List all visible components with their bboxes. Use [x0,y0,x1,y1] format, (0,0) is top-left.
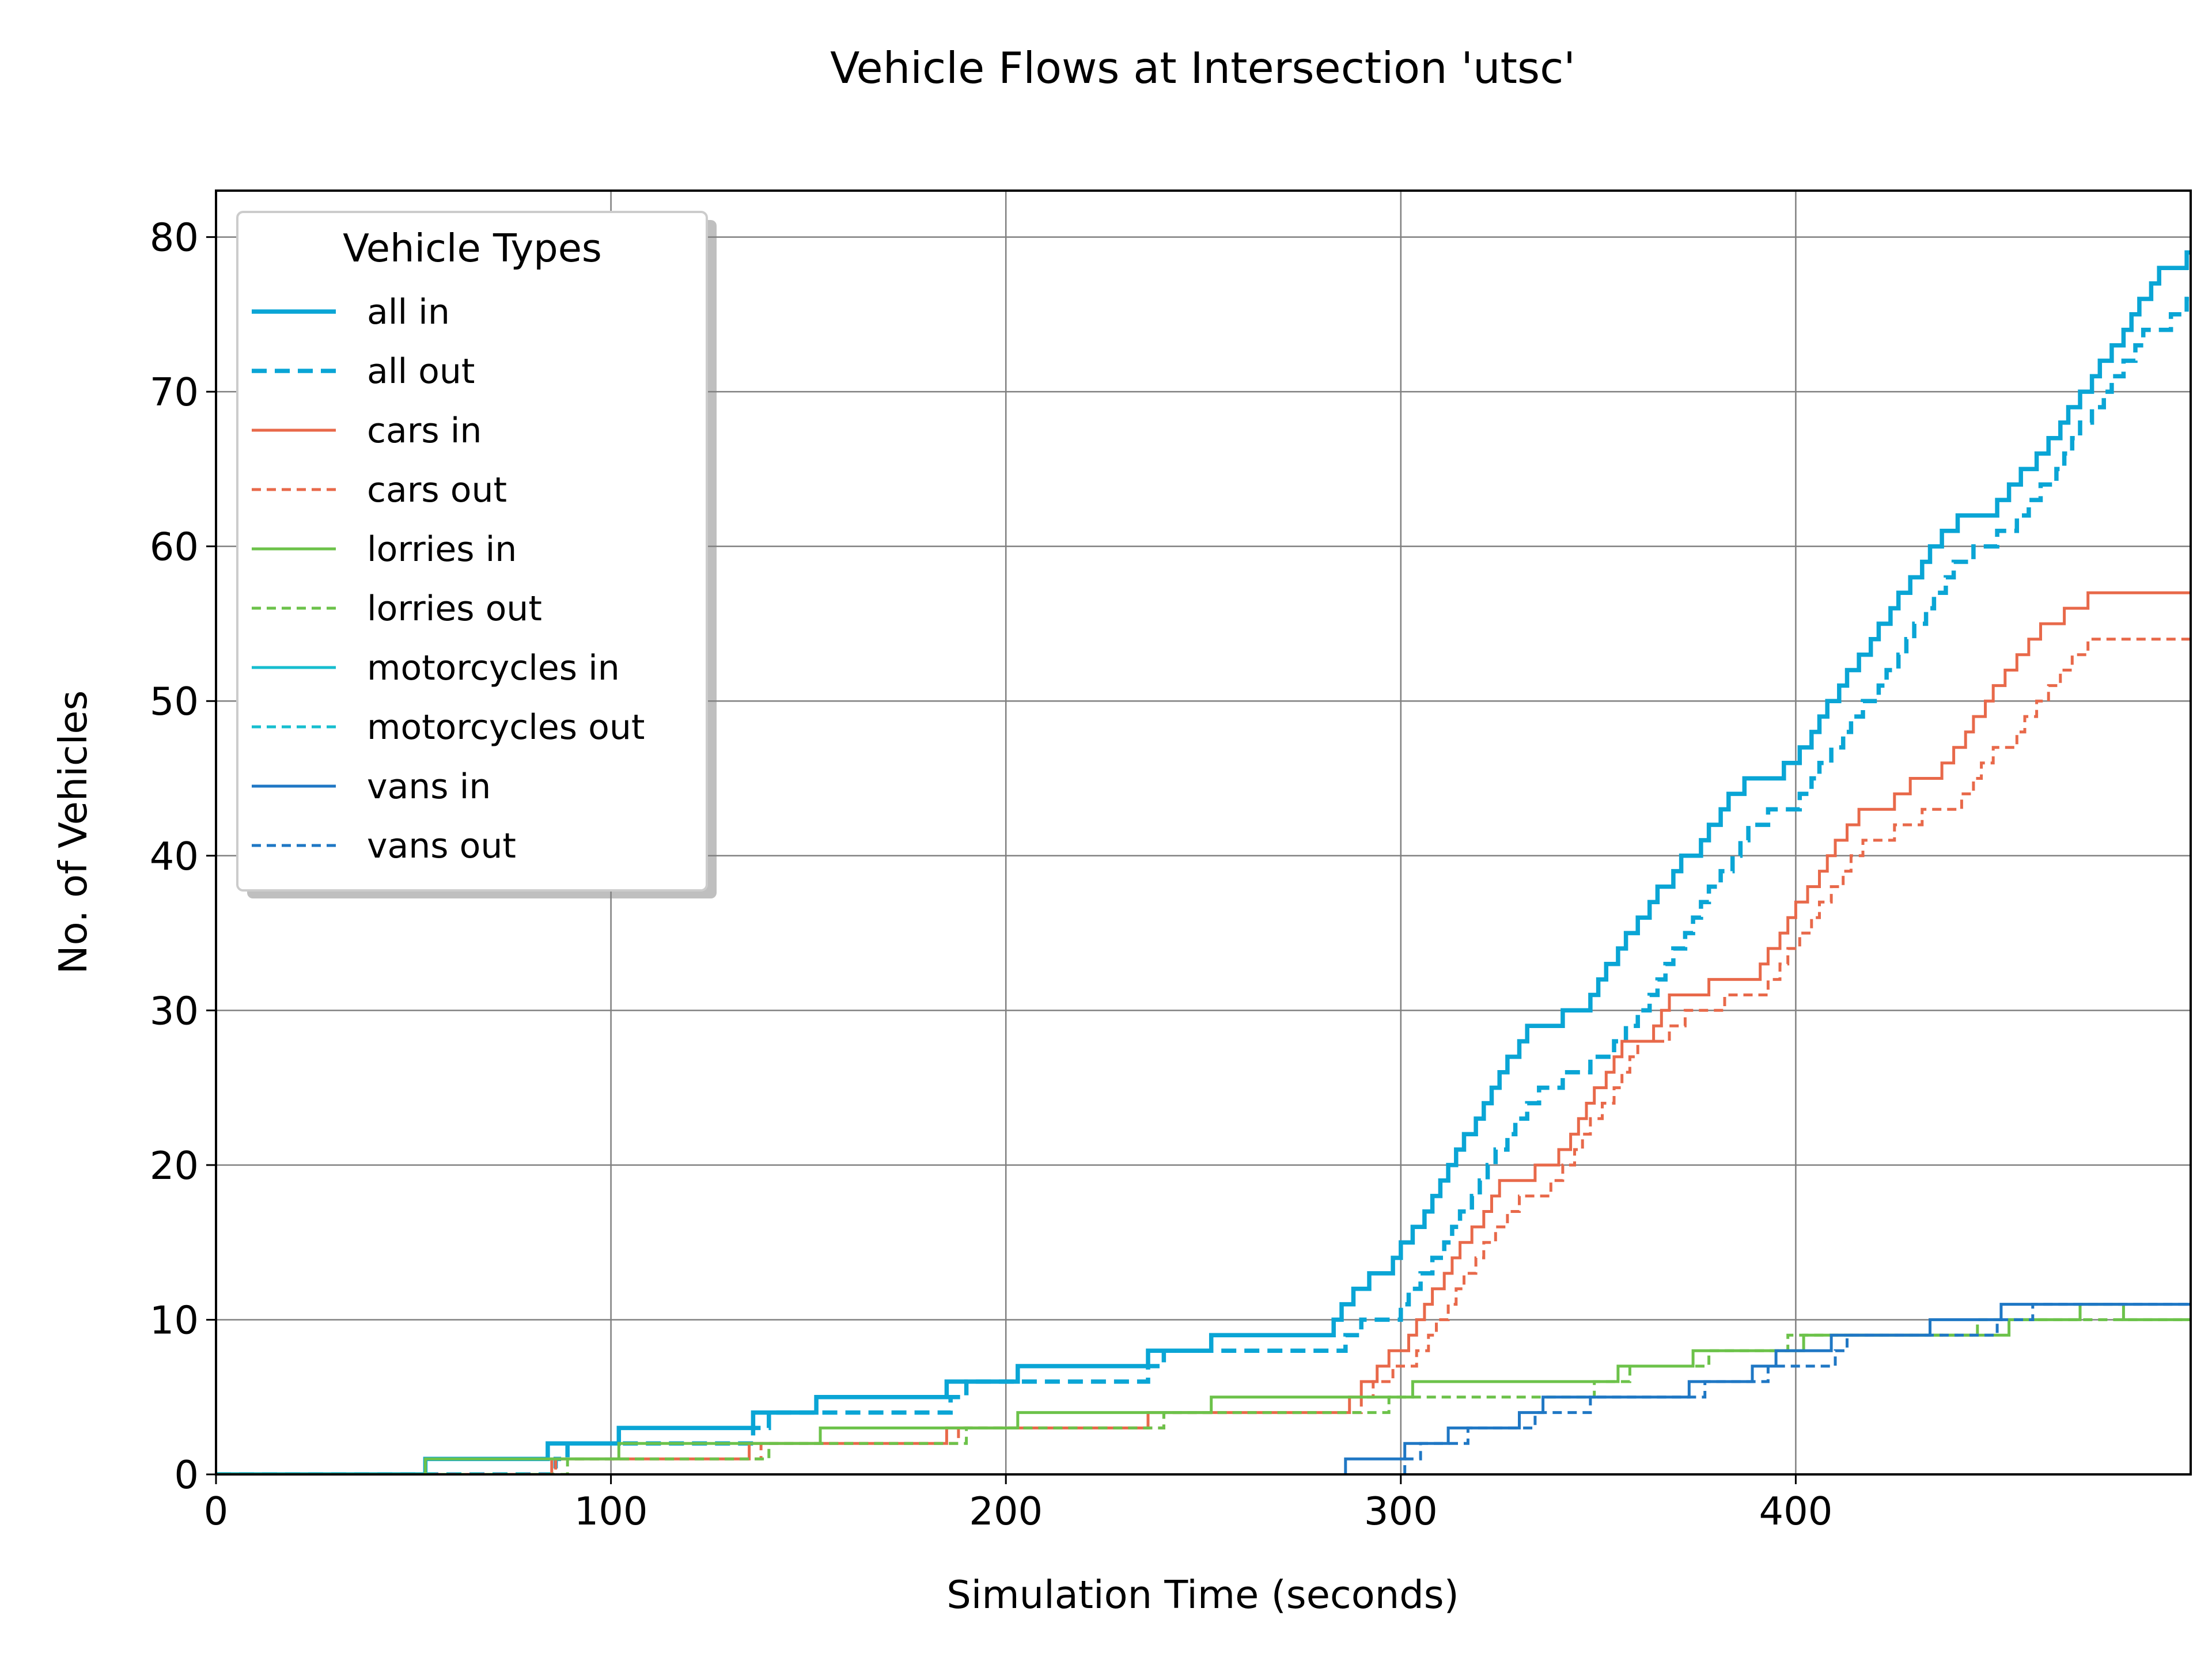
y-tick-label: 30 [150,988,199,1033]
series-line-all-out [216,297,2191,1474]
y-tick-label: 50 [150,679,199,724]
legend-label: vans out [367,826,516,866]
legend-label: cars out [367,470,507,510]
legend-label: all in [367,292,450,332]
series-line-vans-out [1403,1303,2191,1474]
axis-ticks: 0 100 200 300 400 0 10 20 30 40 50 60 70 80 [150,215,1833,1534]
series-lines [216,250,2191,1474]
y-tick-label: 10 [150,1298,199,1343]
series-line-cars-in [216,591,2191,1474]
series-line-all-in [216,250,2191,1474]
y-tick-label: 0 [174,1453,199,1497]
y-tick-label: 40 [150,834,199,879]
legend-label: lorries out [367,589,542,629]
legend-label: motorcycles in [367,648,620,688]
legend-label: motorcycles out [367,707,645,748]
y-tick-label: 60 [150,525,199,570]
legend-label: cars in [367,411,482,451]
x-tick-label: 400 [1759,1489,1832,1534]
y-tick-label: 80 [150,215,199,260]
x-tick-label: 100 [574,1489,648,1534]
chart-title: Vehicle Flows at Intersection 'utsc' [830,43,1575,93]
legend-label: all out [367,351,475,392]
series-line-lorries-out [216,1318,2191,1474]
x-axis-label: Simulation Time (seconds) [946,1572,1459,1617]
y-tick-label: 70 [150,370,199,415]
legend-box [236,211,708,892]
legend-label: lorries in [367,529,517,570]
plot-frame [215,189,2192,1476]
x-tick-label: 300 [1364,1489,1438,1534]
x-tick-label: 0 [204,1489,229,1534]
series-line-cars-out [216,638,2191,1474]
y-tick-label: 20 [150,1143,199,1188]
series-line-lorries-in [216,1303,2191,1474]
legend: Vehicle Types all in all out cars in cars o… [236,211,717,898]
legend-title: Vehicle Types [343,226,602,271]
y-axis-label: No. of Vehicles [51,691,96,974]
legend-label: vans in [367,767,491,807]
x-tick-label: 200 [969,1489,1043,1534]
